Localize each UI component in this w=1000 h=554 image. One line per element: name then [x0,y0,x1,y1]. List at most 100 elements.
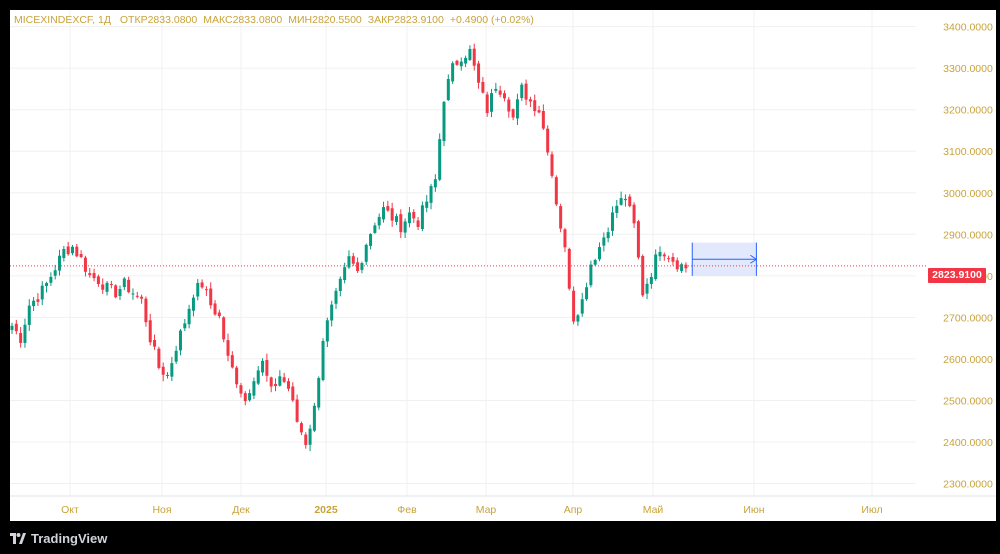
candle-body [546,128,550,153]
candle-body [144,298,148,323]
arrow-right-icon [750,254,758,264]
candle-body [632,204,636,224]
candle-body [127,279,131,293]
candle-body [235,367,239,385]
candle-body [32,300,36,307]
candle-body [217,312,221,317]
candle-body [209,288,213,306]
last-price-badge: 2823.9100 [928,268,986,283]
candle-body [386,206,390,211]
candle-body [88,273,92,276]
candle-body [269,377,273,387]
candle-body [662,254,666,257]
candle-body [610,212,614,231]
candle-body [101,284,105,290]
x-tick-label: Окт [61,504,79,516]
candle-body [589,264,593,286]
candle-body [261,360,265,373]
candle-body [667,258,671,260]
candle-body [312,405,316,431]
candle-body [66,246,70,255]
x-tick-label: Июн [743,504,764,516]
close-label: ЗАКР [367,14,395,26]
candle-body [178,330,182,351]
candle-body [420,205,424,230]
candle-body [572,290,576,322]
candle-body [200,282,204,288]
candle-body [243,393,247,402]
candle-body [533,100,537,112]
candles [10,43,688,452]
candle-body [684,264,688,269]
candle-body [338,278,342,291]
open-value: 2833.0800 [147,14,198,26]
candle-body [222,317,226,340]
candle-body [399,214,403,233]
x-tick-label: Май [643,504,664,516]
candle-body [459,61,463,67]
candle-body [490,93,494,112]
candle-body [524,83,528,100]
candle-body [278,376,282,386]
candle-body [628,196,632,207]
candle-body [446,79,450,101]
candle-body [105,282,109,292]
candle-body [477,63,481,83]
candle-body [286,381,290,389]
candle-body [49,276,53,283]
candle-body [36,299,40,302]
candle-body [645,283,649,294]
candle-body [282,377,286,382]
open-label: ОТКР [119,14,148,26]
candle-body [636,221,640,258]
candle-body [537,110,541,113]
candle-body [27,305,31,325]
candle-body [83,257,87,272]
candle-body [554,177,558,205]
candle-body [330,304,334,321]
candle-body [252,381,256,396]
brand-footer[interactable]: TradingView [10,526,107,550]
candle-body [109,284,113,286]
candle-body [140,296,144,299]
candle-body [390,208,394,221]
candle-body [412,212,416,219]
candle-body [468,48,472,60]
candle-body [239,385,243,394]
candle-body [623,198,627,201]
grid [10,10,916,496]
candle-body [403,221,407,233]
candle-body [131,293,135,295]
candle-body [274,384,278,387]
candle-body [356,262,360,272]
candle-body [541,111,545,129]
candle-body [511,109,515,118]
legend-ohlc: ОТКР2833.0800 МАКС2833.0800 МИН2820.5500 ЗА… [120,14,540,26]
candle-body [576,315,580,322]
candle-body [559,206,563,229]
low-label: МИН [288,14,313,26]
candle-body [382,207,386,220]
candle-body [157,348,161,368]
y-tick-label: 2600.0000 [943,354,993,366]
candle-body [204,289,208,291]
candle-body [153,340,157,347]
x-tick-label: Ноя [152,504,171,516]
y-tick-label: 3400.0000 [943,22,993,34]
x-tick-label: Июл [861,504,882,516]
candle-body [507,99,511,112]
candlestick-chart[interactable]: 3400.0000 3300.0000 3200.0000 3100.0000 3000… [10,10,996,521]
candle-body [92,273,96,279]
candle-body [40,285,44,300]
candle-body [364,244,368,262]
price-range-tool[interactable] [691,242,758,276]
candle-body [213,303,217,315]
candle-body [135,295,139,297]
candle-body [615,205,619,213]
candle-body [161,366,165,375]
candle-body [360,263,364,270]
candle-body [451,63,455,82]
candle-body [433,179,437,188]
y-tick-label: 2500.0000 [943,395,993,407]
symbol-name[interactable]: MICEXINDEXCF, 1Д [14,14,111,26]
